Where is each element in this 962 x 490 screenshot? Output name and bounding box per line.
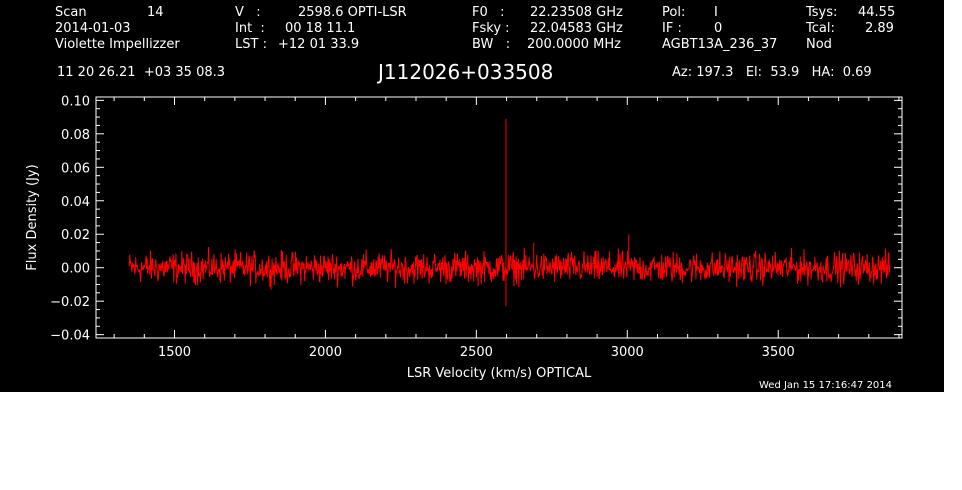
spectrum-chart: 1500 2000 2500 3000 3500 −0.04 −0.02 0.00 0.02 0.… [25, 94, 903, 381]
x-tick-label: 1500 [158, 345, 191, 360]
lst-label: LST : [235, 37, 267, 52]
lst-value: +12 01 33.9 [278, 37, 360, 52]
tsys-value: 44.55 [858, 5, 896, 20]
axis-ticks: 1500 2000 2500 3000 3500 −0.04 −0.02 0.00 0.02 0.… [50, 94, 902, 360]
bw-label: BW : [472, 37, 511, 52]
bw-value: 200.0000 MHz [527, 37, 621, 52]
spectrum-trace [128, 247, 891, 290]
f0-value: 22.23508 GHz [530, 5, 623, 20]
f0-label: F0 : [472, 5, 505, 20]
velocity-value: 2598.6 OPTI-LSR [298, 5, 407, 20]
int-label: Int : [235, 21, 265, 36]
az-el-ha: Az: 197.3 El: 53.9 HA: 0.69 [672, 65, 872, 80]
x-tick-label: 2000 [309, 345, 342, 360]
y-tick-label: −0.04 [50, 329, 90, 344]
y-tick-label: 0.08 [61, 128, 90, 143]
if-value: 0 [714, 21, 723, 36]
scan-label: Scan [55, 5, 87, 20]
obs-date: 2014-01-03 [55, 21, 131, 36]
spectrum-trace-group [128, 118, 891, 307]
y-tick-label: 0.02 [61, 228, 90, 243]
fsky-value: 22.04583 GHz [530, 21, 623, 36]
y-tick-label: 0.04 [61, 195, 90, 210]
y-tick-label: −0.02 [50, 295, 90, 310]
y-tick-label: 0.06 [61, 161, 90, 176]
y-tick-label: 0.10 [61, 94, 90, 109]
observer-name: Violette Impellizzer [55, 37, 180, 52]
plot-timestamp: Wed Jan 15 17:16:47 2014 [759, 380, 893, 391]
y-axis-label: Flux Density (Jy) [25, 164, 40, 270]
velocity-label: V : [235, 5, 261, 20]
fsky-label: Fsky : [472, 21, 510, 36]
scan-number: 14 [147, 5, 164, 20]
project-id: AGBT13A_236_37 [662, 37, 778, 52]
x-tick-label: 2500 [460, 345, 493, 360]
source-coordinates: 11 20 26.21 +03 35 08.3 [57, 65, 226, 80]
plot-panel: Scan 14 2014-01-03 Violette Impellizzer … [0, 0, 944, 392]
source-name: J112026+033508 [378, 60, 554, 84]
int-value: 00 18 11.1 [285, 21, 356, 36]
x-tick-label: 3500 [762, 345, 795, 360]
procedure-name: Nod [806, 37, 832, 52]
y-tick-label: 0.00 [61, 262, 90, 277]
x-tick-label: 3000 [611, 345, 644, 360]
x-axis-label: LSR Velocity (km/s) OPTICAL [407, 366, 592, 381]
tsys-label: Tsys: [806, 5, 838, 20]
plot-frame [95, 96, 903, 339]
if-label: IF : [662, 21, 682, 36]
tcal-value: 2.89 [865, 21, 894, 36]
pol-value: I [714, 5, 718, 20]
tcal-label: Tcal: [806, 21, 835, 36]
pol-label: Pol: [662, 5, 686, 20]
